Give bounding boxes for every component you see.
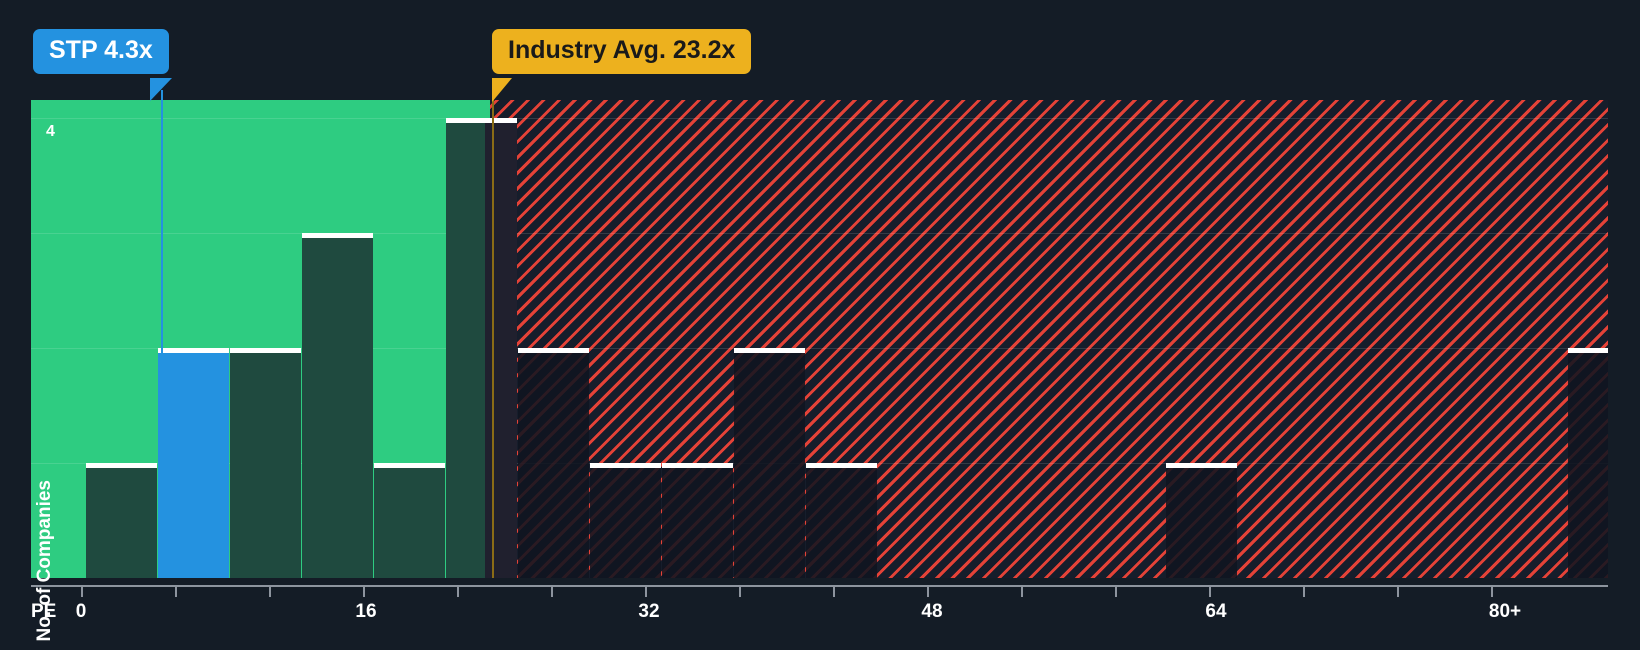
x-tick-g	[833, 585, 835, 597]
bar-cap	[806, 463, 877, 468]
industry-callout-tail	[492, 78, 512, 102]
x-tick-label-32: 32	[638, 601, 660, 622]
x-tick-16	[645, 585, 647, 597]
bar-36-40[interactable]	[734, 348, 805, 578]
bar-cap	[302, 233, 373, 238]
bar-4-8-highlighted[interactable]	[158, 348, 229, 578]
x-axis-line	[31, 585, 1608, 587]
bar-cap	[734, 348, 805, 353]
bar-cap	[662, 463, 733, 468]
bar-cap	[590, 463, 661, 468]
x-tick-label-0: 0	[75, 601, 87, 622]
bar-80-plus[interactable]	[1568, 348, 1608, 578]
industry-callout-label: Industry Avg. 23.2x	[508, 36, 736, 64]
x-tick-c	[363, 585, 365, 597]
bar-12-16[interactable]	[302, 233, 373, 578]
bar-cap	[518, 348, 589, 353]
self-callout-tail	[150, 78, 172, 101]
bar-40-44[interactable]	[806, 463, 877, 578]
gridline-2	[31, 348, 1608, 349]
self-callout-label: STP 4.3x	[49, 36, 153, 64]
x-axis-title: PE	[31, 601, 57, 622]
x-tick-48	[1209, 585, 1211, 597]
x-tick-j	[1303, 585, 1305, 597]
x-tick-0	[81, 585, 83, 597]
bar-cap	[230, 348, 301, 353]
bar-0-4[interactable]	[86, 463, 157, 578]
self-callout[interactable]: STP 4.3x	[33, 29, 169, 74]
bar-cap	[446, 118, 517, 123]
x-tick-f	[739, 585, 741, 597]
x-tick-32	[927, 585, 929, 597]
bar-cap	[1166, 463, 1237, 468]
x-tick-k	[1397, 585, 1399, 597]
x-tick-h	[1021, 585, 1023, 597]
bar-cap	[374, 463, 445, 468]
x-tick-label-80plus: 80+	[1488, 601, 1522, 622]
industry-average-marker-line	[492, 92, 494, 578]
industry-callout[interactable]: Industry Avg. 23.2x	[492, 29, 752, 74]
bar-cap	[1568, 348, 1608, 353]
bar-60-64[interactable]	[1166, 463, 1237, 578]
bar-cap	[86, 463, 157, 468]
region-above-industry-average	[490, 100, 1608, 578]
x-tick-d	[457, 585, 459, 597]
x-tick-label-16: 16	[355, 601, 377, 622]
bar-28-32[interactable]	[590, 463, 661, 578]
x-tick-e	[551, 585, 553, 597]
x-tick-64	[1491, 585, 1493, 597]
x-tick-b	[269, 585, 271, 597]
bar-8-12[interactable]	[230, 348, 301, 578]
x-tick-label-64: 64	[1205, 601, 1227, 622]
x-tick-label-48: 48	[921, 601, 943, 622]
gridline-3	[31, 233, 1608, 234]
plot-area: 4	[31, 100, 1608, 578]
bar-20-24[interactable]	[446, 118, 517, 578]
y-tick-label-4: 4	[46, 123, 56, 140]
bar-cap	[158, 348, 229, 353]
x-tick-a	[175, 585, 177, 597]
bar-16-20[interactable]	[374, 463, 445, 578]
gridline-4	[31, 118, 1608, 119]
x-tick-i	[1115, 585, 1117, 597]
bar-32-36[interactable]	[662, 463, 733, 578]
bar-24-28[interactable]	[518, 348, 589, 578]
self-marker-line	[161, 90, 163, 578]
